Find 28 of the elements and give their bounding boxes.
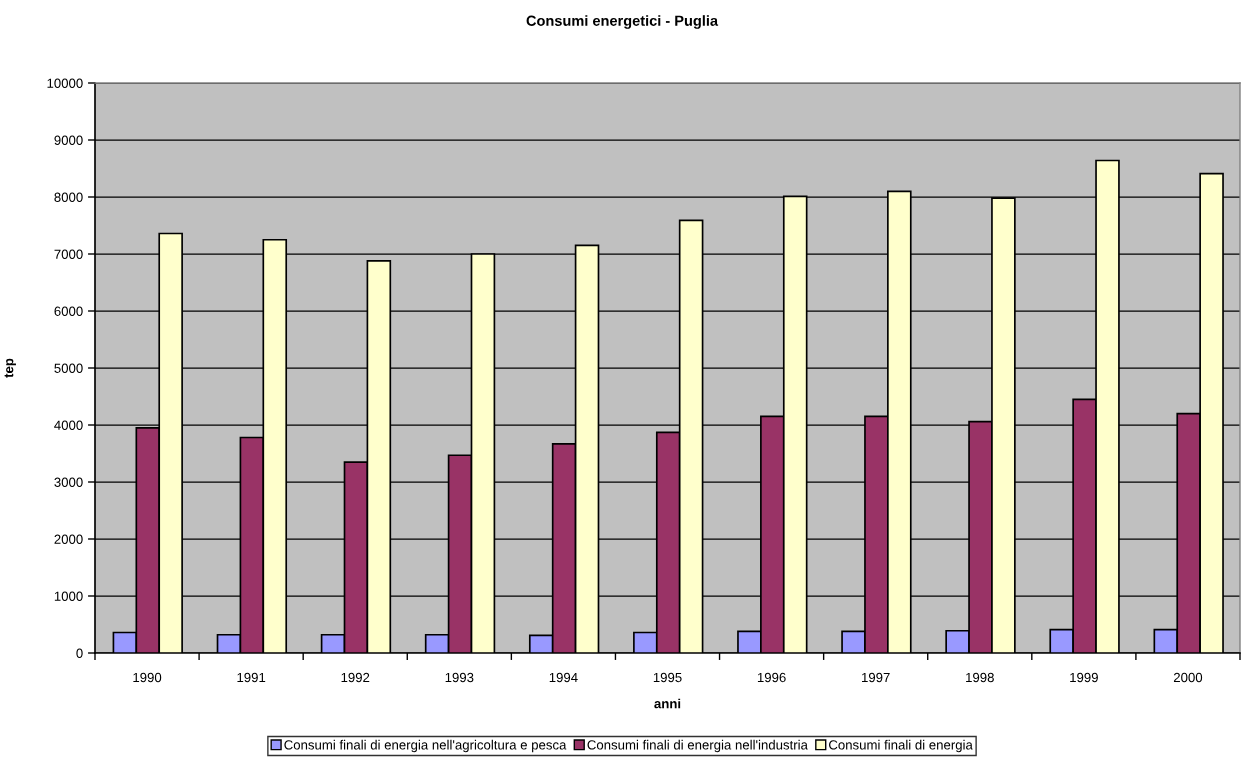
y-tick-label: 2000 <box>54 534 83 544</box>
y-tick-label: 6000 <box>54 306 83 316</box>
y-tick-label: 10000 <box>47 78 83 88</box>
x-tick-label: 1990 <box>133 672 162 683</box>
x-tick-label: 1992 <box>341 672 370 683</box>
x-tick-label: 1995 <box>653 672 682 683</box>
y-tick-label: 5000 <box>54 363 83 373</box>
y-axis-title: tep <box>4 358 16 378</box>
x-tick-label: 1996 <box>757 672 786 683</box>
x-tick-label: 1994 <box>549 672 578 683</box>
legend-label: Consumi finali di energia <box>829 739 973 753</box>
y-tick-label: 0 <box>76 648 83 658</box>
x-tick-label: 1999 <box>1070 672 1098 683</box>
y-tick-label: 3000 <box>54 477 83 487</box>
y-tick-label: 4000 <box>54 420 83 430</box>
y-tick-label: 8000 <box>54 192 83 202</box>
x-tick-label: 1991 <box>237 672 266 683</box>
x-tick-label: 1993 <box>445 672 474 683</box>
x-tick-label: 2000 <box>1173 672 1203 683</box>
x-tick-label: 1998 <box>966 672 994 683</box>
x-axis-title: anni <box>654 698 681 709</box>
x-tick-label: 1997 <box>862 672 890 683</box>
chart-title: Consumi energetici - Puglia <box>526 15 719 29</box>
y-tick-label: 1000 <box>54 591 83 601</box>
legend-label: Consumi finali di energia nell'agricoltura e pesca <box>284 739 567 753</box>
y-tick-label: 7000 <box>54 249 83 259</box>
y-tick-label: 9000 <box>54 135 83 145</box>
legend-label: Consumi finali di energia nell'industria <box>587 739 808 753</box>
